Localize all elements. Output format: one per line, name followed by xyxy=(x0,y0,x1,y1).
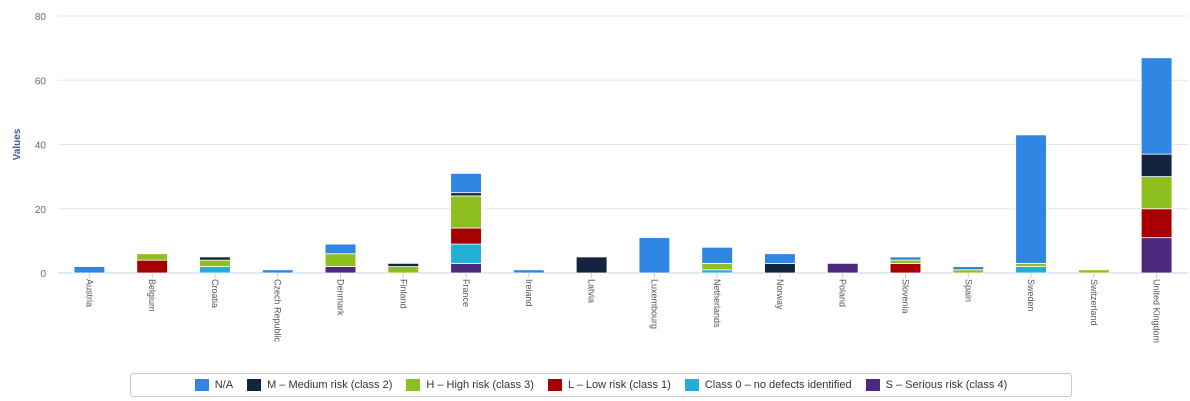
legend-swatch xyxy=(865,379,880,391)
bar-segment xyxy=(199,256,231,261)
stacked-bar-chart: 0 20 40 60 80 Values Austria Belgium Croatia Czec… xyxy=(12,12,1188,343)
x-tick-label: Czech Republic xyxy=(273,279,283,343)
bar-segment xyxy=(136,253,168,261)
x-tick-label: Denmark xyxy=(336,279,346,316)
x-tick-label: Belgium xyxy=(147,279,157,312)
bar-segment xyxy=(1140,176,1173,210)
legend-label: H – High risk (class 3) xyxy=(426,379,534,391)
y-tick-label: 0 xyxy=(40,269,46,280)
legend-item[interactable]: S – Serious risk (class 4) xyxy=(865,379,1008,391)
bar-segment xyxy=(450,262,482,274)
bar-segment xyxy=(1015,134,1047,264)
y-tick-label: 20 xyxy=(35,205,47,216)
x-tick-label: Ireland xyxy=(524,279,534,307)
x-tick-label: Austria xyxy=(84,279,94,307)
bar-segment xyxy=(1140,57,1173,155)
bar-segment xyxy=(638,237,671,274)
legend-item[interactable]: H – High risk (class 3) xyxy=(406,379,534,391)
bar-segment xyxy=(73,266,106,274)
bar-segment xyxy=(575,256,608,274)
bar-segment xyxy=(764,253,796,264)
bar-segment xyxy=(513,269,545,274)
x-tick-label: Latvia xyxy=(587,279,597,303)
legend-label: Class 0 – no defects identified xyxy=(704,379,852,391)
bar-segment xyxy=(826,262,859,274)
x-tick-label: France xyxy=(461,279,471,307)
bar-segment xyxy=(324,243,357,255)
legend-swatch xyxy=(547,379,562,391)
x-tick-label: Netherlands xyxy=(712,279,722,328)
x-tick-label: Finland xyxy=(398,279,408,309)
chart-legend: N/A M – Medium risk (class 2) H – High ris… xyxy=(130,373,1072,397)
bar-segment xyxy=(324,253,357,267)
legend-label: M – Medium risk (class 2) xyxy=(267,379,393,391)
bar-segment xyxy=(701,246,733,264)
x-tick-label: Slovenia xyxy=(901,279,911,314)
bar-segment xyxy=(450,195,482,229)
bar-segment xyxy=(1140,208,1173,239)
bar-segment xyxy=(701,269,733,274)
x-tick-label: Norway xyxy=(775,279,785,310)
bar-segment xyxy=(889,262,922,274)
y-tick-label: 80 xyxy=(35,12,47,23)
x-tick-label: Spain xyxy=(963,279,973,302)
legend-swatch xyxy=(406,379,421,391)
legend-label: N/A xyxy=(214,379,234,391)
bar-segment xyxy=(952,266,985,271)
bar-segment xyxy=(889,259,922,264)
bar-segment xyxy=(136,259,168,274)
bar-segment xyxy=(199,266,231,274)
bar-segment xyxy=(450,192,482,197)
x-tick-label: Croatia xyxy=(210,279,220,308)
bar-segment xyxy=(199,259,231,267)
bar-segment xyxy=(1140,237,1173,274)
legend-swatch xyxy=(194,379,209,391)
legend-item[interactable]: L – Low risk (class 1) xyxy=(547,379,671,391)
bar-segment xyxy=(387,262,420,267)
bar-segment xyxy=(450,227,482,245)
bar-segment xyxy=(889,256,922,261)
y-tick-label: 60 xyxy=(35,76,47,87)
legend-swatch xyxy=(247,379,262,391)
x-tick-label: Sweden xyxy=(1026,279,1036,312)
bar-segment xyxy=(1140,153,1173,178)
bar-segment xyxy=(952,269,985,274)
bar-segment xyxy=(387,266,420,274)
bar-segment xyxy=(450,243,482,264)
bar-segment xyxy=(450,173,482,194)
bar-segment xyxy=(261,269,294,274)
bar-segment xyxy=(1015,262,1047,267)
x-tick-label: Luxembourg xyxy=(649,279,659,329)
legend-item[interactable]: Class 0 – no defects identified xyxy=(684,379,852,391)
bar-segment xyxy=(1078,269,1110,274)
legend-label: L – Low risk (class 1) xyxy=(567,379,671,391)
legend-item[interactable]: M – Medium risk (class 2) xyxy=(247,379,392,391)
x-tick-label: Switzerland xyxy=(1089,279,1099,326)
bar-segment xyxy=(701,262,733,271)
x-tick-label: Poland xyxy=(838,279,848,307)
y-axis-title: Values xyxy=(12,128,23,160)
y-tick-label: 40 xyxy=(35,141,47,152)
legend-label: S – Serious risk (class 4) xyxy=(885,379,1008,391)
bar-segment xyxy=(764,262,796,274)
x-tick-label: United Kingdom xyxy=(1152,279,1162,343)
bar-segment xyxy=(1015,266,1047,274)
bar-segment xyxy=(324,266,357,274)
legend-swatch xyxy=(684,379,699,391)
legend-item[interactable]: N/A xyxy=(194,379,234,391)
